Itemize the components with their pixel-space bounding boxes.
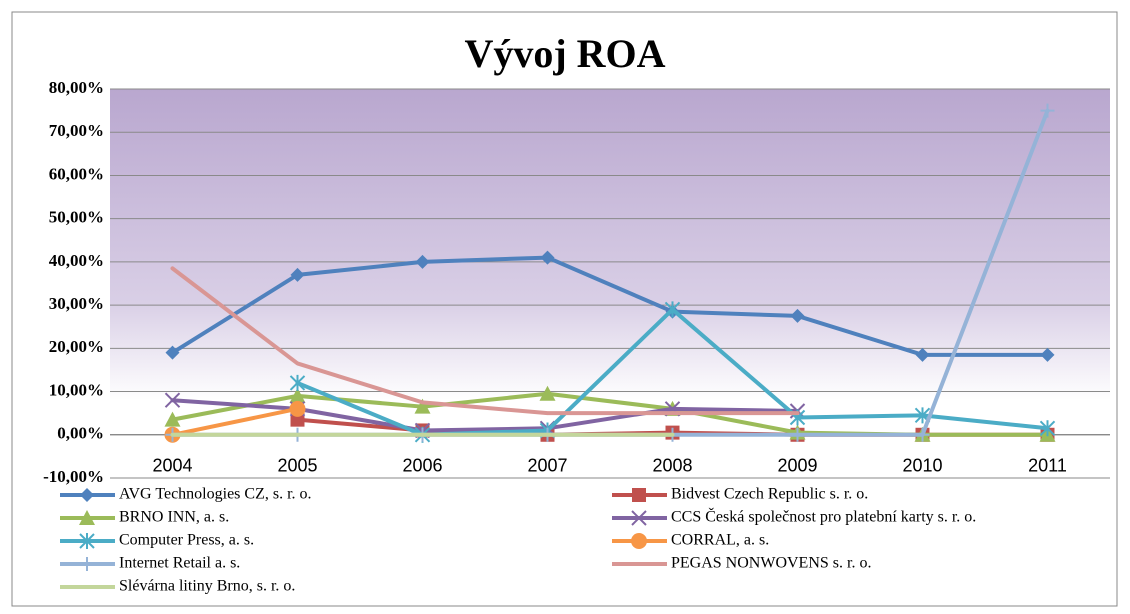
marker <box>164 411 181 427</box>
marker <box>165 345 180 360</box>
y-tick-label: 50,00% <box>49 208 104 227</box>
legend-label: Slévárna litiny Brno, s. r. o. <box>119 578 295 595</box>
legend-label: AVG Technologies CZ, s. r. o. <box>119 486 312 503</box>
marker <box>790 427 805 442</box>
series-line <box>170 266 800 416</box>
x-tick-label: 2010 <box>902 456 942 476</box>
legend-label: Computer Press, a. s. <box>119 532 254 549</box>
marker <box>414 398 431 414</box>
x-tick-label: 2011 <box>1028 456 1067 476</box>
marker <box>415 254 430 269</box>
legend-item: CCS Česká společnost pro platební karty … <box>612 507 976 526</box>
y-tick-label: 30,00% <box>49 294 104 313</box>
series-line <box>170 255 1050 357</box>
legend-item: Computer Press, a. s. <box>60 532 254 549</box>
y-tick-label: 80,00% <box>49 78 104 97</box>
series-line <box>170 406 300 437</box>
legend-label: BRNO INN, a. s. <box>119 509 229 526</box>
marker <box>164 392 181 408</box>
marker <box>631 510 647 526</box>
legend-item: Internet Retail a. s. <box>60 555 240 572</box>
marker <box>1039 420 1056 437</box>
y-tick-label: 20,00% <box>49 337 104 356</box>
marker <box>664 301 681 318</box>
legend-item: Slévárna litiny Brno, s. r. o. <box>60 578 295 595</box>
marker <box>80 488 94 502</box>
marker <box>290 412 305 427</box>
x-tick-label: 2009 <box>777 456 817 476</box>
marker <box>539 385 556 401</box>
marker <box>1040 103 1055 118</box>
legend-item: AVG Technologies CZ, s. r. o. <box>60 486 312 503</box>
y-tick-label: 60,00% <box>49 164 104 183</box>
legend-label: CORRAL, a. s. <box>671 532 769 549</box>
marker <box>289 400 306 417</box>
legend-label: PEGAS NONWOVENS s. r. o. <box>671 555 871 572</box>
x-tick-label: 2006 <box>402 456 442 476</box>
y-tick-label: 40,00% <box>49 251 104 270</box>
series <box>165 250 1055 362</box>
marker <box>289 374 306 391</box>
marker <box>631 533 647 549</box>
marker <box>80 557 94 571</box>
y-tick-label: 10,00% <box>49 380 104 399</box>
legend-label: Bidvest Czech Republic s. r. o. <box>671 486 868 503</box>
legend-item: CORRAL, a. s. <box>612 532 769 549</box>
marker <box>289 387 306 403</box>
series <box>170 266 800 416</box>
marker <box>790 308 805 323</box>
marker <box>540 250 555 265</box>
legend-label: Internet Retail a. s. <box>119 555 240 572</box>
legend-label: CCS Česká společnost pro platební karty … <box>671 507 976 526</box>
x-tick-label: 2004 <box>152 456 192 476</box>
series-line <box>170 398 800 433</box>
legend-item: PEGAS NONWOVENS s. r. o. <box>612 555 871 572</box>
marker <box>632 488 646 502</box>
y-tick-label: -10,00% <box>43 467 104 486</box>
y-tick-label: 0,00% <box>57 424 104 443</box>
marker <box>79 533 95 549</box>
x-tick-label: 2008 <box>652 456 692 476</box>
chart-title: Vývoj ROA <box>464 31 665 76</box>
marker <box>290 267 305 282</box>
marker <box>915 347 930 362</box>
marker <box>1040 347 1055 362</box>
legend-item: Bidvest Czech Republic s. r. o. <box>612 486 868 503</box>
marker <box>915 427 930 442</box>
legend-item: BRNO INN, a. s. <box>60 509 229 526</box>
marker <box>79 510 95 525</box>
x-tick-label: 2005 <box>277 456 317 476</box>
y-tick-label: 70,00% <box>49 121 104 140</box>
x-tick-label: 2007 <box>527 456 567 476</box>
